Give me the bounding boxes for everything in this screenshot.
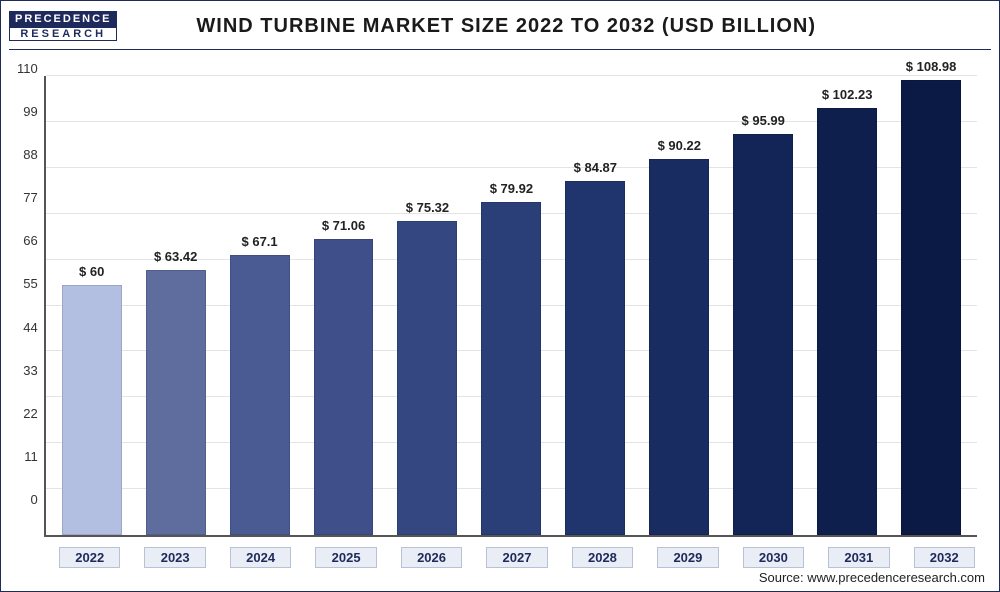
logo: PRECEDENCE RESEARCH: [9, 11, 117, 41]
x-tick: 2029: [657, 547, 718, 568]
bar-wrap: $ 75.32: [397, 76, 457, 535]
bar-value-label: $ 79.92: [490, 181, 533, 196]
x-tick: 2025: [315, 547, 376, 568]
bar-value-label: $ 84.87: [574, 160, 617, 175]
bar-wrap: $ 108.98: [901, 76, 961, 535]
x-tick: 2022: [59, 547, 120, 568]
bar-value-label: $ 71.06: [322, 218, 365, 233]
bar: [649, 159, 709, 535]
bar-wrap: $ 90.22: [649, 76, 709, 535]
x-tick: 2028: [572, 547, 633, 568]
chart-title: WIND TURBINE MARKET SIZE 2022 TO 2032 (U…: [131, 15, 991, 38]
bar: [565, 181, 625, 535]
source-text: Source: www.precedenceresearch.com: [9, 568, 991, 585]
bar-value-label: $ 108.98: [906, 59, 957, 74]
logo-bottom: RESEARCH: [9, 28, 117, 41]
bar-wrap: $ 102.23: [817, 76, 877, 535]
bars: $ 60 $ 63.42 $ 67.1 $ 71.06 $ 75.32 $ 79.92 $ …: [46, 76, 977, 535]
x-tick: 2032: [914, 547, 975, 568]
bar: [817, 108, 877, 535]
bar-value-label: $ 60: [79, 264, 104, 279]
bar-wrap: $ 95.99: [733, 76, 793, 535]
bar: [481, 202, 541, 535]
bar-value-label: $ 63.42: [154, 249, 197, 264]
bar-value-label: $ 95.99: [742, 113, 785, 128]
bar-wrap: $ 60: [62, 76, 122, 535]
bar-value-label: $ 90.22: [658, 138, 701, 153]
bar-value-label: $ 67.1: [242, 234, 278, 249]
x-tick: 2026: [401, 547, 462, 568]
bar-wrap: $ 84.87: [565, 76, 625, 535]
x-tick: 2023: [144, 547, 205, 568]
x-tick: 2024: [230, 547, 291, 568]
bar-value-label: $ 102.23: [822, 87, 873, 102]
bar: [62, 285, 122, 535]
bar-wrap: $ 63.42: [146, 76, 206, 535]
x-tick: 2027: [486, 547, 547, 568]
x-tick: 2031: [828, 547, 889, 568]
bar: [230, 255, 290, 535]
x-tick: 2030: [743, 547, 804, 568]
chart-container: PRECEDENCE RESEARCH WIND TURBINE MARKET …: [0, 0, 1000, 592]
header: PRECEDENCE RESEARCH WIND TURBINE MARKET …: [9, 7, 991, 50]
bar: [397, 221, 457, 535]
bar: [733, 134, 793, 535]
bar-wrap: $ 67.1: [230, 76, 290, 535]
bar: [901, 80, 961, 535]
bar-wrap: $ 71.06: [314, 76, 374, 535]
plot-area: $ 60 $ 63.42 $ 67.1 $ 71.06 $ 75.32 $ 79.92 $ …: [44, 76, 977, 537]
bar: [146, 270, 206, 535]
y-axis: 0112233445566778899110: [17, 76, 44, 537]
x-axis: 2022 2023 2024 2025 2026 2027 2028 2029 2030 2031…: [43, 541, 991, 568]
logo-top: PRECEDENCE: [9, 11, 117, 28]
bar-wrap: $ 79.92: [481, 76, 541, 535]
chart-area: 0112233445566778899110 $ 60 $ 63.42 $ 67.1…: [9, 50, 991, 541]
bar: [314, 239, 374, 536]
bar-value-label: $ 75.32: [406, 200, 449, 215]
